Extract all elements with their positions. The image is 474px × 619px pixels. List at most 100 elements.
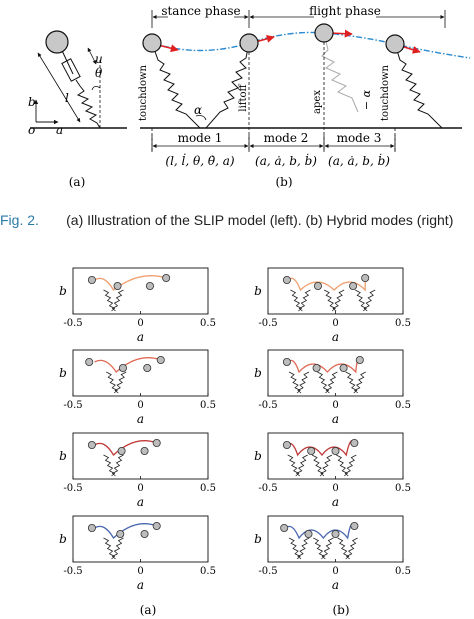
stance-leg-spring bbox=[297, 537, 310, 560]
stance-leg-spring bbox=[106, 371, 118, 394]
leg-lower bbox=[75, 79, 81, 87]
event-marker bbox=[87, 275, 96, 284]
event-marker bbox=[85, 357, 94, 366]
flight-phase-label: flight phase bbox=[309, 4, 381, 18]
mode-1-label: mode 1 bbox=[178, 131, 223, 145]
x-axis-label: a bbox=[332, 412, 339, 426]
x-tick-label: 0 bbox=[137, 400, 143, 411]
x-tick-label: -0.5 bbox=[63, 400, 82, 411]
plot-frame bbox=[72, 432, 209, 480]
stance-leg-spring bbox=[354, 371, 366, 394]
event-marker bbox=[116, 530, 125, 539]
theta-arc bbox=[91, 86, 101, 91]
stance-leg-touchdown bbox=[151, 42, 201, 129]
flight-leg-touchdown bbox=[394, 43, 443, 129]
stance-leg-spring bbox=[345, 537, 358, 560]
x-tick-label: 0 bbox=[137, 566, 143, 577]
event-marker bbox=[113, 281, 122, 290]
stance-leg-spring bbox=[313, 537, 326, 560]
panel-a-label: (a) bbox=[69, 175, 86, 189]
stance-leg-spring bbox=[111, 289, 124, 312]
stance-leg-spring bbox=[103, 289, 116, 312]
x-tick-label: -0.5 bbox=[63, 318, 82, 329]
stance-leg-spring bbox=[311, 454, 324, 477]
event-marker bbox=[313, 281, 322, 290]
stance-leg-spring bbox=[114, 371, 127, 394]
event-marker bbox=[312, 363, 321, 372]
event-marker bbox=[87, 440, 96, 449]
event-touchdown-2: touchdown bbox=[380, 64, 391, 121]
mass-liftoff bbox=[239, 33, 259, 53]
trajectory-plot-6: -0.5 0 0.5 a b bbox=[254, 432, 411, 509]
x-axis-label: a bbox=[137, 578, 144, 592]
event-marker bbox=[331, 530, 340, 539]
stance-leg-spring bbox=[111, 454, 124, 477]
trajectory-plot-2: -0.5 0 0.5 a b bbox=[254, 267, 411, 344]
event-marker bbox=[282, 275, 291, 284]
stance-leg-spring bbox=[337, 537, 350, 560]
bottom-label-a: (a) bbox=[140, 603, 157, 617]
y-axis-label: b bbox=[59, 449, 67, 463]
y-axis-label: b bbox=[254, 449, 262, 463]
y-axis-label: b bbox=[59, 532, 67, 546]
x-tick-label: 0 bbox=[332, 483, 338, 494]
stance-leg-spring bbox=[290, 289, 303, 312]
x-tick-label: -0.5 bbox=[63, 566, 82, 577]
event-touchdown-1: touchdown bbox=[138, 64, 149, 121]
y-axis-label: b bbox=[254, 284, 262, 298]
mode-1-state: (l, l̇, θ, θ̇, a) bbox=[165, 152, 234, 168]
slip-model-diagram: u θ l b o a (a) bbox=[28, 30, 127, 189]
x-tick-label: -0.5 bbox=[258, 483, 277, 494]
trajectory-plot-1: -0.5 0 0.5 a b bbox=[59, 267, 216, 344]
trajectory-line bbox=[94, 440, 157, 457]
event-marker bbox=[282, 357, 291, 366]
x-tick-label: 0.5 bbox=[200, 483, 216, 494]
plot-frame bbox=[72, 267, 209, 315]
stance-leg-spring bbox=[287, 454, 300, 477]
x-tick-label: 0.5 bbox=[200, 400, 216, 411]
event-marker bbox=[307, 446, 316, 455]
mass-apex bbox=[314, 23, 334, 43]
y-axis-label: b bbox=[254, 366, 262, 380]
event-marker bbox=[140, 530, 149, 539]
alpha-label: α bbox=[194, 103, 202, 117]
mass-touchdown-2 bbox=[385, 34, 405, 54]
figure-caption: Fig. 2. (a) Illustration of the SLIP mod… bbox=[0, 212, 474, 232]
mode-3-label: mode 3 bbox=[337, 131, 382, 145]
x-tick-label: 0.5 bbox=[200, 318, 216, 329]
com-trajectory bbox=[151, 31, 471, 59]
u-dimension bbox=[87, 47, 97, 65]
x-tick-label: 0.5 bbox=[395, 400, 411, 411]
stance-leg-spring bbox=[111, 537, 124, 560]
event-marker bbox=[339, 363, 348, 372]
trajectory-line bbox=[285, 523, 355, 540]
label-a: a bbox=[56, 123, 63, 137]
x-axis-label: a bbox=[137, 412, 144, 426]
event-marker bbox=[282, 440, 291, 449]
x-tick-label: -0.5 bbox=[258, 318, 277, 329]
event-marker bbox=[143, 363, 152, 372]
flight-leg-apex bbox=[321, 32, 359, 113]
event-marker bbox=[349, 281, 358, 290]
x-axis-label: a bbox=[332, 578, 339, 592]
trajectory-plot-3: -0.5 0 0.5 a b bbox=[59, 349, 216, 426]
x-tick-label: 0 bbox=[137, 318, 143, 329]
trajectory-line bbox=[94, 523, 157, 540]
event-marker bbox=[355, 355, 364, 364]
velocity-arrow-4 bbox=[400, 45, 421, 54]
x-tick-label: 0 bbox=[332, 566, 338, 577]
event-marker bbox=[331, 446, 340, 455]
stance-leg-liftoff bbox=[205, 42, 250, 129]
x-tick-label: 0.5 bbox=[395, 483, 411, 494]
velocity-arrow-1 bbox=[157, 44, 179, 53]
caption-text: (a) Illustration of the SLIP model (left… bbox=[66, 212, 454, 228]
stance-leg-spring bbox=[288, 371, 301, 394]
neg-alpha-label: − α bbox=[360, 89, 373, 110]
stance-leg-spring bbox=[363, 289, 376, 312]
event-marker bbox=[152, 522, 161, 531]
trajectory-plot-4: -0.5 0 0.5 a b bbox=[254, 349, 411, 426]
label-theta: θ bbox=[95, 66, 103, 80]
trajectory-line bbox=[94, 275, 167, 291]
trajectory-line bbox=[94, 357, 161, 373]
event-marker bbox=[361, 273, 370, 282]
